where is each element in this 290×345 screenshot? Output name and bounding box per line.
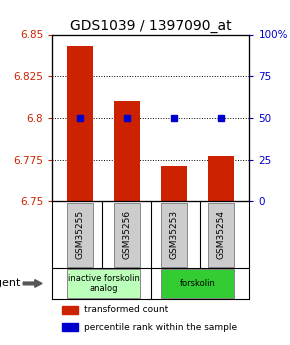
Text: GSM35255: GSM35255 [76, 210, 85, 259]
Text: transformed count: transformed count [84, 305, 168, 314]
Bar [115, 101, 140, 201]
Title: GDS1039 / 1397090_at: GDS1039 / 1397090_at [70, 19, 232, 33]
Text: forskolin: forskolin [180, 279, 216, 288]
FancyBboxPatch shape [161, 203, 187, 267]
FancyBboxPatch shape [115, 203, 140, 267]
Text: GSM35254: GSM35254 [217, 210, 226, 259]
FancyBboxPatch shape [161, 269, 234, 298]
Bar [62, 324, 78, 332]
FancyBboxPatch shape [208, 203, 234, 267]
Bar [208, 156, 234, 201]
Bar [68, 46, 93, 201]
Text: percentile rank within the sample: percentile rank within the sample [84, 323, 237, 332]
FancyBboxPatch shape [68, 203, 93, 267]
Text: GSM35256: GSM35256 [123, 210, 132, 259]
Text: agent: agent [0, 278, 20, 288]
Bar [161, 166, 187, 201]
Bar [62, 306, 78, 314]
Text: inactive forskolin
analog: inactive forskolin analog [68, 274, 140, 293]
FancyBboxPatch shape [68, 269, 140, 298]
Text: GSM35253: GSM35253 [170, 210, 179, 259]
